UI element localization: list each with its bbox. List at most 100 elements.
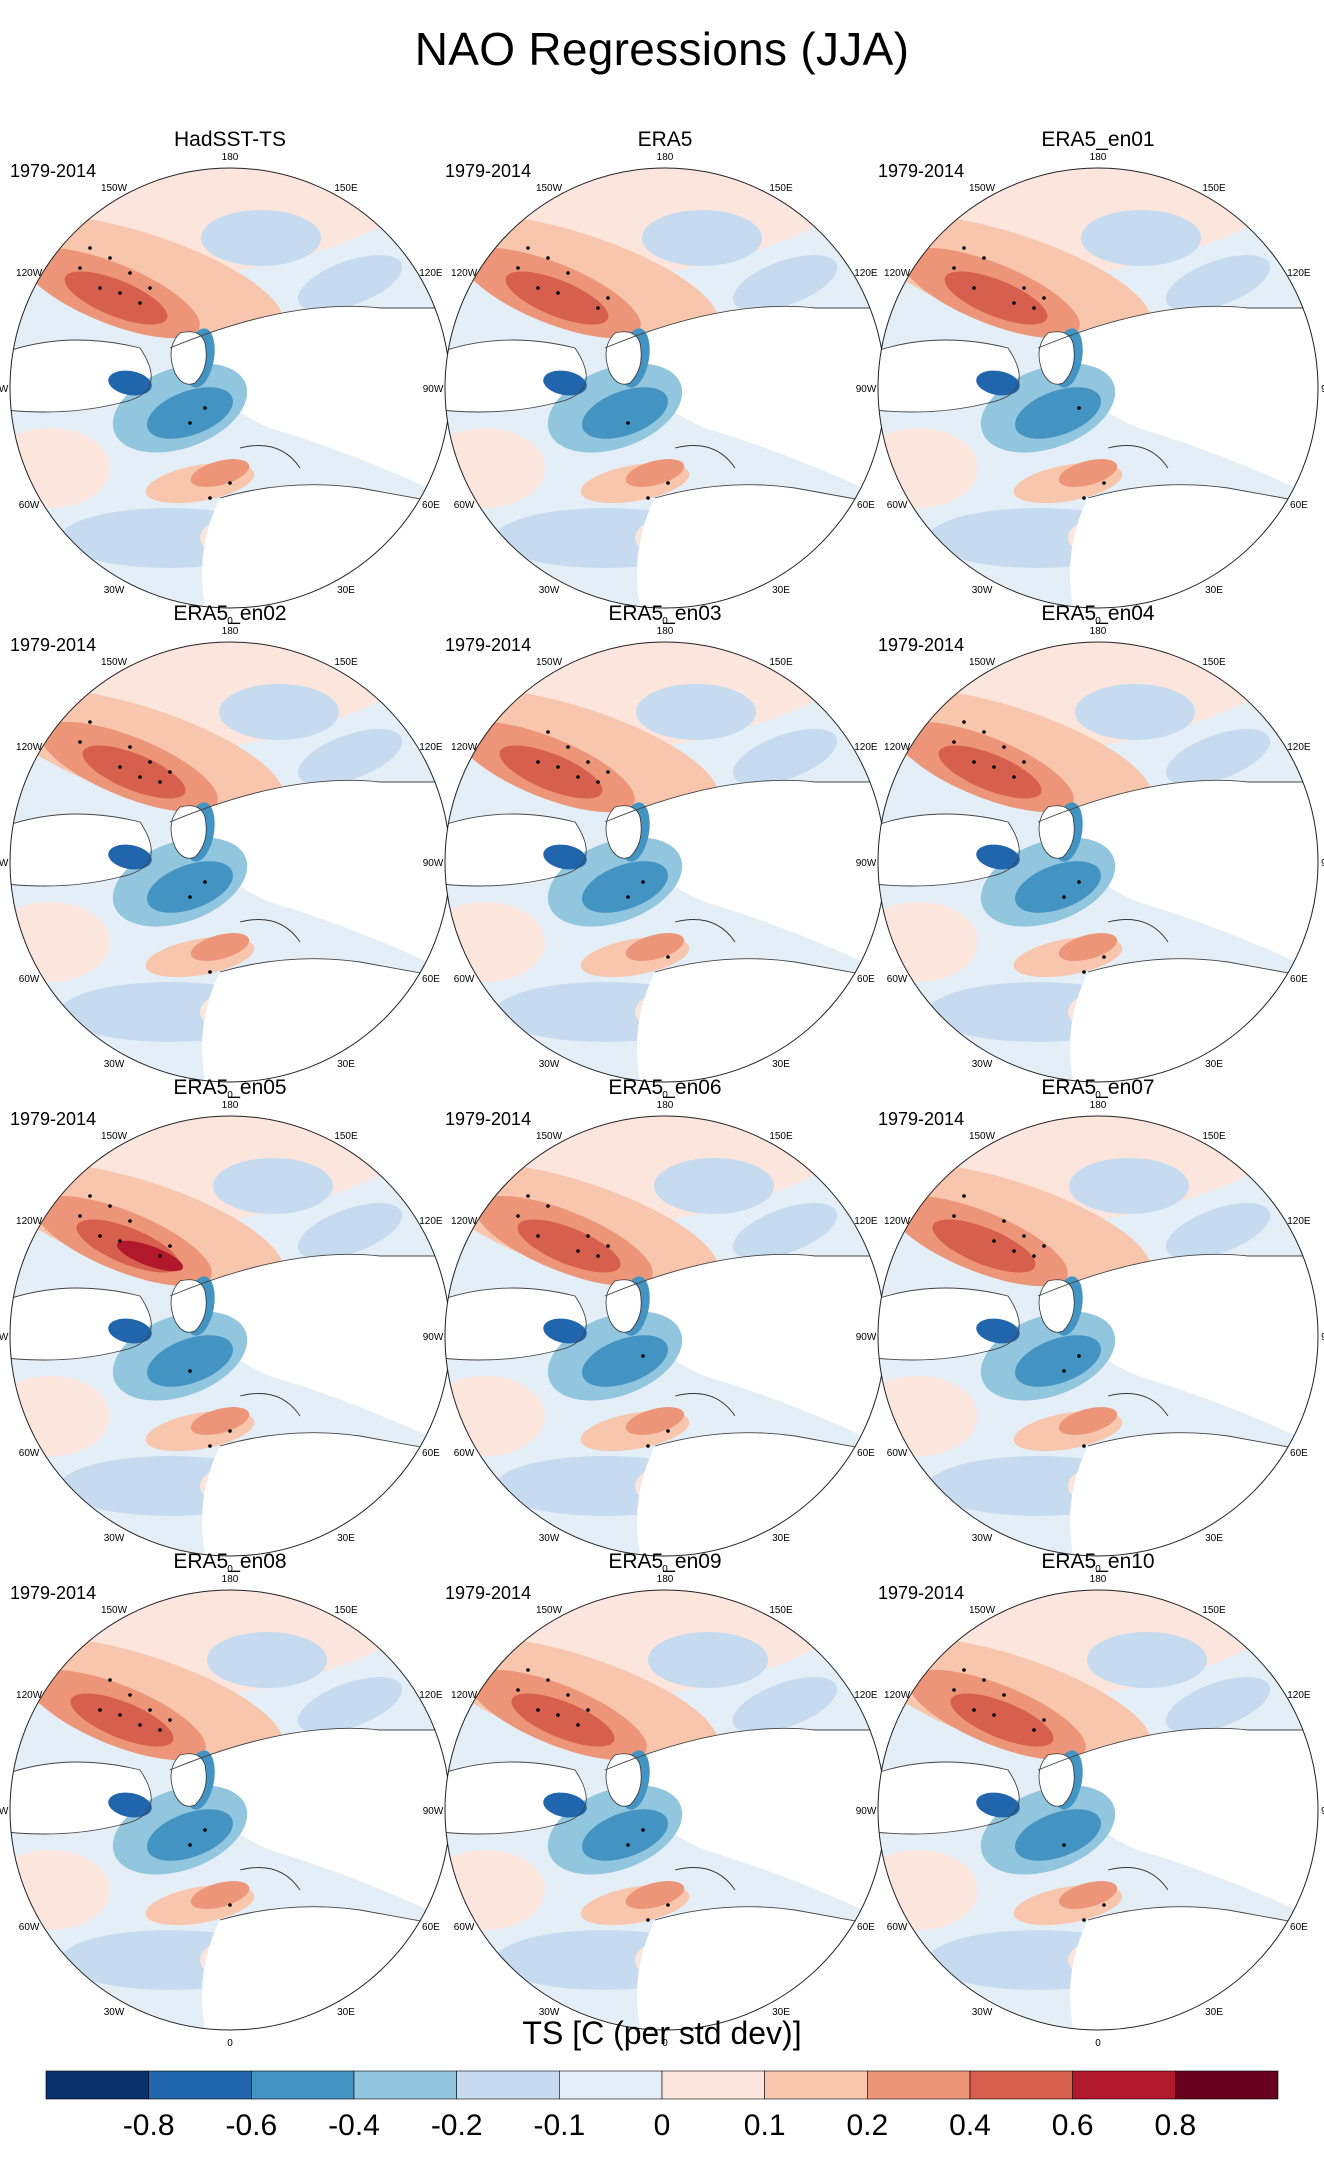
coastline bbox=[169, 305, 450, 349]
panel-title: ERA5_en09 bbox=[608, 1550, 722, 1573]
anomaly-patch bbox=[297, 255, 403, 311]
longitude-label: 150W bbox=[101, 1605, 128, 1616]
significance-dot bbox=[982, 1678, 986, 1682]
polar-map: 180150E120E90E60E30E030W60W90W120W150W bbox=[0, 1100, 471, 1575]
land-mask-america bbox=[10, 1288, 152, 1360]
coastline bbox=[604, 779, 885, 823]
longitude-label: 90W bbox=[423, 858, 444, 869]
significance-dot bbox=[992, 1239, 996, 1243]
longitude-label: 150E bbox=[334, 1605, 358, 1616]
greenland bbox=[1038, 331, 1075, 385]
longitude-label: 150W bbox=[969, 1131, 996, 1142]
significance-dot bbox=[1062, 1843, 1066, 1847]
longitude-label: 0 bbox=[662, 1090, 668, 1101]
greenland bbox=[170, 1753, 207, 1807]
significance-dot bbox=[188, 1369, 192, 1373]
map-panel: ERA5_en06180150E120E90E60E30E030W60W90W1… bbox=[423, 1076, 907, 1575]
panel-title: ERA5_en01 bbox=[1041, 128, 1155, 151]
longitude-label: 90E bbox=[1321, 1332, 1324, 1343]
longitude-label: 60W bbox=[887, 1922, 908, 1933]
longitude-label: 60E bbox=[857, 1922, 875, 1933]
panel-period: 1979-2014 bbox=[10, 161, 97, 181]
colorbar-title: TS [C (per std dev)] bbox=[522, 2015, 802, 2051]
figure-title: NAO Regressions (JJA) bbox=[414, 23, 910, 75]
colorbar-tick-label: -0.1 bbox=[533, 2109, 585, 2142]
polar-map: 180150E120E90E60E30E030W60W90W120W150W bbox=[423, 626, 907, 1101]
colorbar-tick-label: 0.6 bbox=[1052, 2109, 1094, 2142]
anomaly-patch bbox=[636, 684, 756, 740]
anomaly-patch bbox=[1087, 1632, 1207, 1688]
significance-dot bbox=[646, 1444, 650, 1448]
longitude-label: 180 bbox=[657, 152, 674, 163]
longitude-label: 120W bbox=[16, 742, 43, 753]
coastline bbox=[1037, 1253, 1318, 1297]
anomaly-patch bbox=[190, 459, 250, 487]
coastline bbox=[654, 958, 885, 983]
land-mask-america bbox=[10, 340, 152, 412]
anomaly-patch bbox=[1165, 1203, 1271, 1259]
longitude-label: 0 bbox=[227, 616, 233, 627]
significance-dot bbox=[98, 1234, 102, 1238]
significance-dot bbox=[88, 246, 92, 250]
longitude-label: 150E bbox=[1202, 1605, 1226, 1616]
significance-dot bbox=[168, 770, 172, 774]
significance-dot bbox=[138, 775, 142, 779]
anomaly-patch bbox=[878, 428, 978, 508]
significance-dot bbox=[1002, 745, 1006, 749]
map-border bbox=[877, 167, 1319, 609]
map-border bbox=[877, 641, 1319, 1083]
anomaly-patch bbox=[108, 844, 152, 870]
longitude-label: 60E bbox=[1290, 1922, 1308, 1933]
longitude-label: 90W bbox=[856, 384, 877, 395]
anomaly-patch bbox=[543, 1792, 587, 1818]
coastline bbox=[169, 779, 450, 823]
longitude-label: 60W bbox=[454, 1448, 475, 1459]
longitude-label: 120W bbox=[884, 742, 911, 753]
significance-dot bbox=[646, 1918, 650, 1922]
significance-dot bbox=[1062, 1369, 1066, 1373]
significance-dot bbox=[536, 760, 540, 764]
polar-map: 180150E120E90E60E30E030W60W90W120W150W bbox=[423, 152, 907, 627]
land-mask-america bbox=[878, 340, 1020, 412]
colorbar-tick-label: 0.2 bbox=[846, 2109, 888, 2142]
map-panel: ERA5180150E120E90E60E30E030W60W90W120W15… bbox=[423, 128, 907, 627]
longitude-label: 60W bbox=[454, 1922, 475, 1933]
land-mask-eurasia bbox=[1038, 780, 1318, 982]
significance-dot bbox=[962, 720, 966, 724]
map-panel: ERA5_en02180150E120E90E60E30E030W60W90W1… bbox=[0, 602, 471, 1101]
significance-dot bbox=[666, 955, 670, 959]
significance-dot bbox=[1102, 1903, 1106, 1907]
longitude-label: 60E bbox=[1290, 1448, 1308, 1459]
coastline bbox=[219, 484, 450, 509]
anomaly-patch bbox=[944, 271, 1048, 325]
longitude-label: 30E bbox=[1205, 585, 1223, 596]
significance-dot bbox=[188, 421, 192, 425]
longitude-label: 120E bbox=[854, 268, 878, 279]
significance-dot bbox=[526, 1668, 530, 1672]
coastline bbox=[1107, 445, 1169, 469]
anomaly-patch bbox=[625, 1881, 685, 1909]
panel-period: 1979-2014 bbox=[878, 1583, 965, 1603]
longitude-label: 30E bbox=[1205, 1533, 1223, 1544]
coastline bbox=[10, 339, 152, 413]
anomaly-patch bbox=[543, 844, 587, 870]
anomaly-patch bbox=[654, 1158, 774, 1214]
longitude-label: 30E bbox=[1205, 2007, 1223, 2018]
longitude-label: 30E bbox=[337, 1533, 355, 1544]
anomaly-patch bbox=[976, 1792, 1020, 1818]
coastline bbox=[654, 1432, 885, 1457]
longitude-label: 150W bbox=[969, 657, 996, 668]
longitude-label: 90W bbox=[0, 384, 9, 395]
significance-dot bbox=[203, 1828, 207, 1832]
significance-dot bbox=[188, 895, 192, 899]
anomaly-patch bbox=[1069, 1158, 1189, 1214]
polar-map: 180150E120E90E60E30E030W60W90W120W150W bbox=[0, 1574, 471, 2049]
significance-dot bbox=[1077, 880, 1081, 884]
longitude-label: 120E bbox=[419, 742, 443, 753]
longitude-label: 90W bbox=[856, 858, 877, 869]
longitude-label: 120E bbox=[419, 1690, 443, 1701]
longitude-label: 60W bbox=[454, 500, 475, 511]
anomaly-patch bbox=[1015, 1335, 1101, 1387]
significance-dot bbox=[576, 775, 580, 779]
map-panel: HadSST-TS180150E120E90E60E30E030W60W90W1… bbox=[0, 128, 471, 627]
